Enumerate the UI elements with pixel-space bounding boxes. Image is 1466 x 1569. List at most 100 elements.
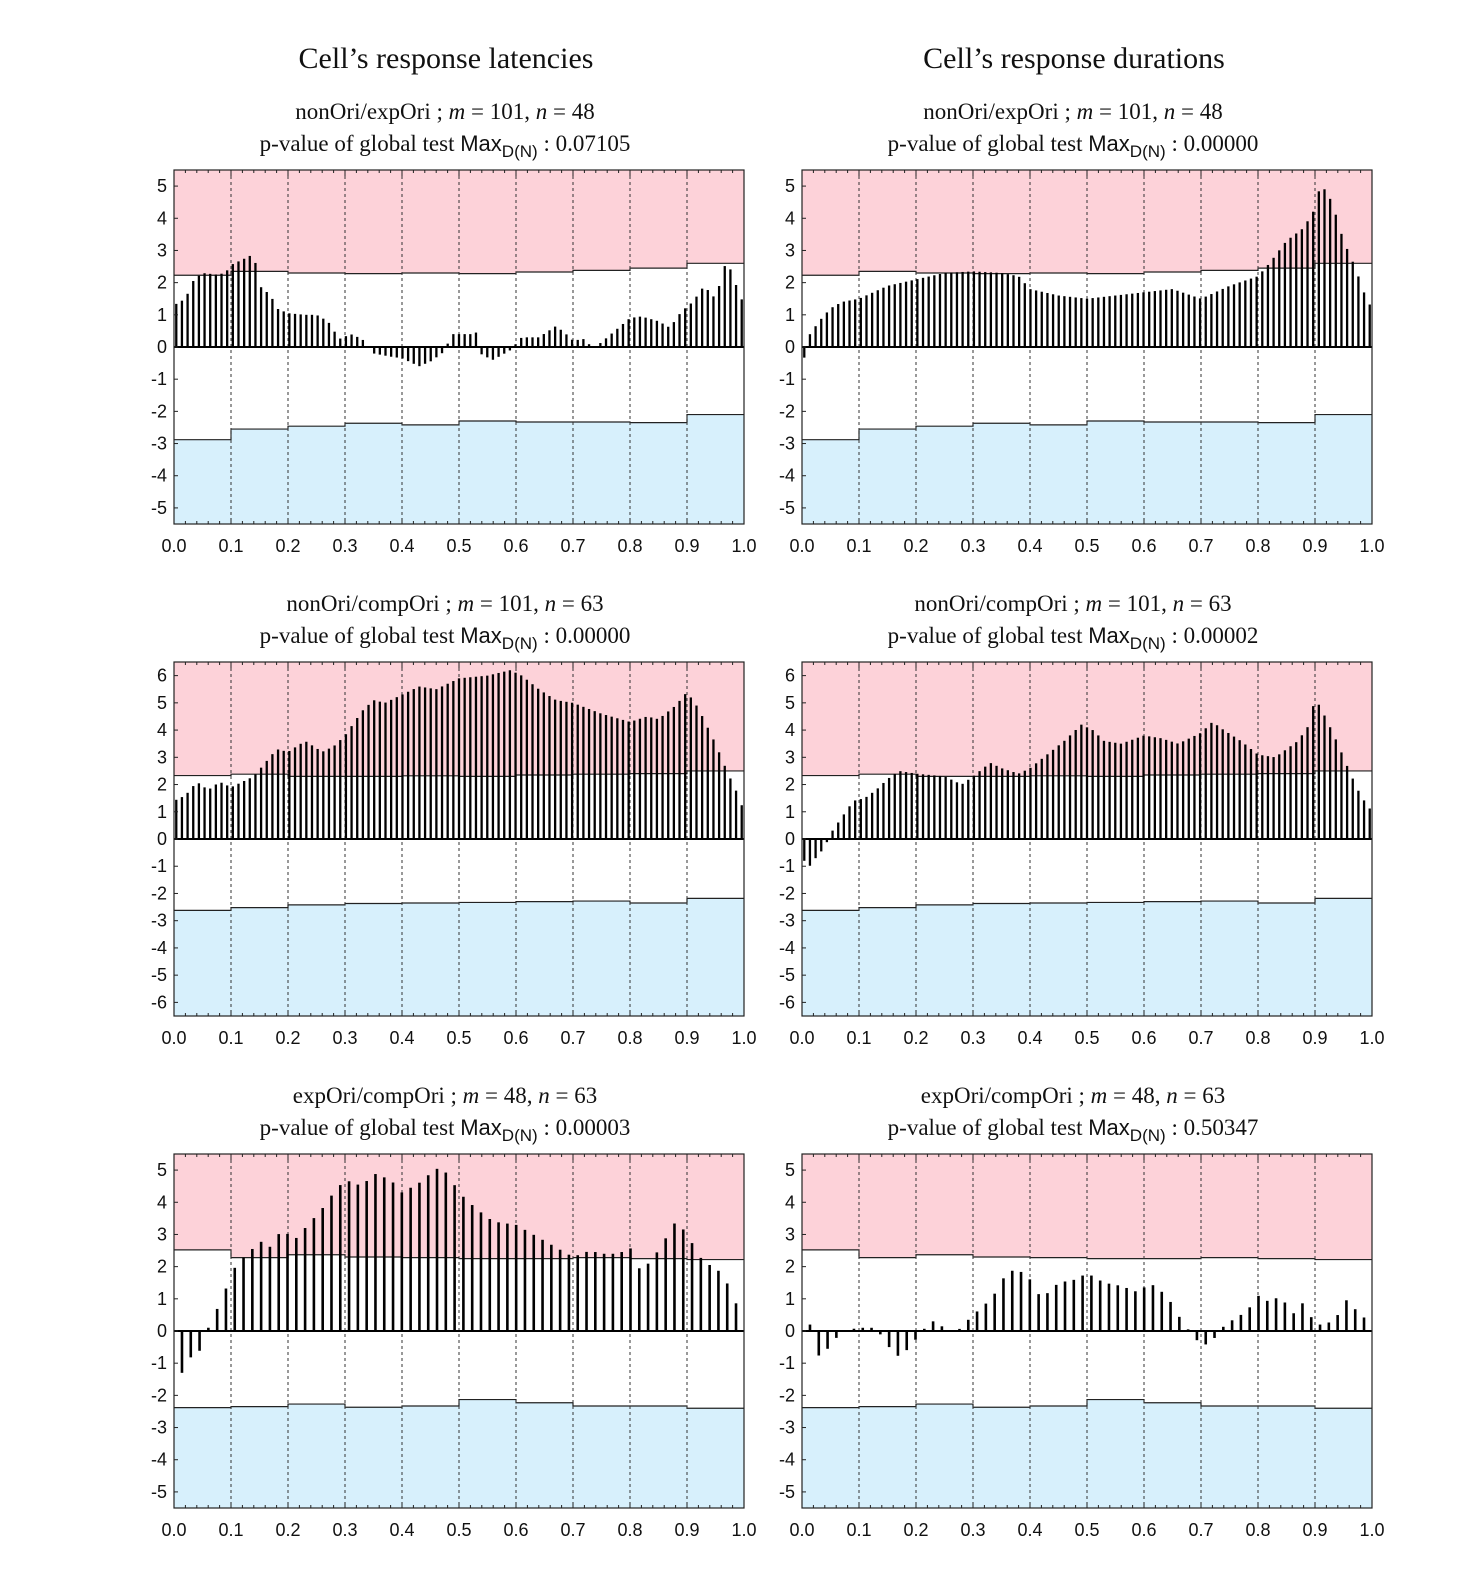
bar (865, 796, 868, 839)
bar (1198, 733, 1202, 839)
bar (523, 1229, 527, 1331)
bar (916, 773, 919, 839)
p-value-line: p-value of global test MaxD(N) : 0.50347 (768, 1113, 1378, 1151)
bar (1265, 1300, 1269, 1331)
bar (327, 322, 331, 347)
y-tick-label: -4 (151, 1450, 167, 1470)
statistic-name: Max (460, 131, 502, 156)
y-tick-label: -5 (779, 498, 795, 518)
bar (655, 718, 659, 839)
bar (282, 311, 285, 347)
bar (474, 676, 478, 839)
bar (825, 312, 829, 347)
bar (933, 275, 936, 347)
x-tick-label: 0.7 (1188, 1520, 1213, 1540)
bar (550, 1244, 553, 1331)
bar (899, 771, 902, 839)
bar (457, 678, 461, 839)
bar (344, 734, 348, 839)
bar (532, 1234, 536, 1331)
bar (972, 271, 976, 347)
bar (627, 721, 630, 839)
bar (231, 264, 234, 347)
bar (587, 344, 591, 347)
x-tick-label: 0.2 (903, 536, 928, 556)
bar (967, 271, 970, 347)
bar (1068, 735, 1072, 839)
x-tick-label: 0.8 (617, 536, 642, 556)
bar (1181, 292, 1185, 347)
y-tick-label: -6 (779, 992, 795, 1012)
bar (984, 272, 987, 347)
bar (1193, 296, 1196, 347)
bar (384, 702, 387, 839)
n-value: 63 (574, 1083, 598, 1108)
bar (469, 677, 472, 839)
bar (1222, 1326, 1225, 1331)
bar (214, 784, 218, 839)
bar (1001, 768, 1004, 839)
x-tick-label: 0.0 (789, 1520, 814, 1540)
bar (576, 1255, 580, 1331)
bar (1368, 808, 1371, 839)
bar (333, 745, 336, 839)
y-tick-label: 0 (785, 337, 795, 357)
bar (681, 1229, 685, 1331)
bar (497, 672, 500, 839)
colon: : (1171, 131, 1178, 156)
bar (339, 338, 342, 347)
y-tick-label: -5 (151, 498, 167, 518)
bar (1292, 1313, 1295, 1331)
bar (1328, 727, 1332, 839)
bar (268, 1246, 272, 1331)
m-value: 101 (498, 591, 534, 616)
bar (474, 332, 478, 347)
upper-significance-region (174, 1154, 744, 1260)
bar (1046, 754, 1049, 839)
bar (248, 255, 251, 347)
x-tick-label: 0.0 (161, 536, 186, 556)
y-tick-label: 4 (785, 720, 795, 740)
chart-panel-6: expOri/compOri ; m = 48, n = 63 p-value o… (768, 1079, 1385, 1549)
bar (406, 347, 410, 362)
bar (1040, 758, 1043, 839)
chart-plot: 5 4 3 2 1 0 -1 -2 -3 -4 -5 0.0 0.1 0.2 0.3 0.4 0.5 0.6 0.7… (779, 1153, 1385, 1540)
bar (1300, 735, 1304, 839)
y-tick-label: 0 (785, 1321, 795, 1341)
y-tick-label: 2 (157, 1257, 167, 1277)
bar (1091, 298, 1094, 347)
bar (887, 1331, 891, 1348)
bar (271, 298, 274, 347)
bar (604, 715, 608, 839)
bar (1244, 280, 1247, 347)
x-tick-label: 0.5 (1074, 536, 1099, 556)
bar (989, 272, 993, 347)
x-tick-label: 0.4 (1017, 1520, 1042, 1540)
bar (542, 334, 545, 347)
chart-panel-3: nonOri/compOri ; m = 101, n = 63 p-value … (140, 587, 757, 1057)
bar (321, 1208, 324, 1331)
bar (972, 775, 976, 839)
bar (312, 1218, 316, 1331)
bar (479, 1212, 483, 1331)
chart-title: nonOri/compOri ; m = 101, n = 63 (286, 591, 604, 616)
m-value: 48 (1131, 1083, 1155, 1108)
statistic-subscript: D(N) (1129, 634, 1166, 653)
x-tick-label: 0.1 (846, 1520, 871, 1540)
n-value: 63 (1208, 591, 1232, 616)
bar (616, 328, 619, 347)
bar (1017, 773, 1021, 839)
bar (842, 814, 846, 839)
bar (1114, 742, 1117, 839)
bar (910, 772, 913, 839)
x-tick-label: 0.7 (560, 1028, 585, 1048)
bar (1176, 290, 1179, 347)
statistic-name: Max (460, 1115, 502, 1140)
bar (1327, 1322, 1331, 1331)
y-tick-label: 0 (157, 829, 167, 849)
bar (276, 749, 280, 839)
bar (435, 347, 438, 358)
bar (664, 1238, 667, 1331)
bar (1300, 229, 1304, 347)
x-tick-label: 0.6 (503, 536, 528, 556)
